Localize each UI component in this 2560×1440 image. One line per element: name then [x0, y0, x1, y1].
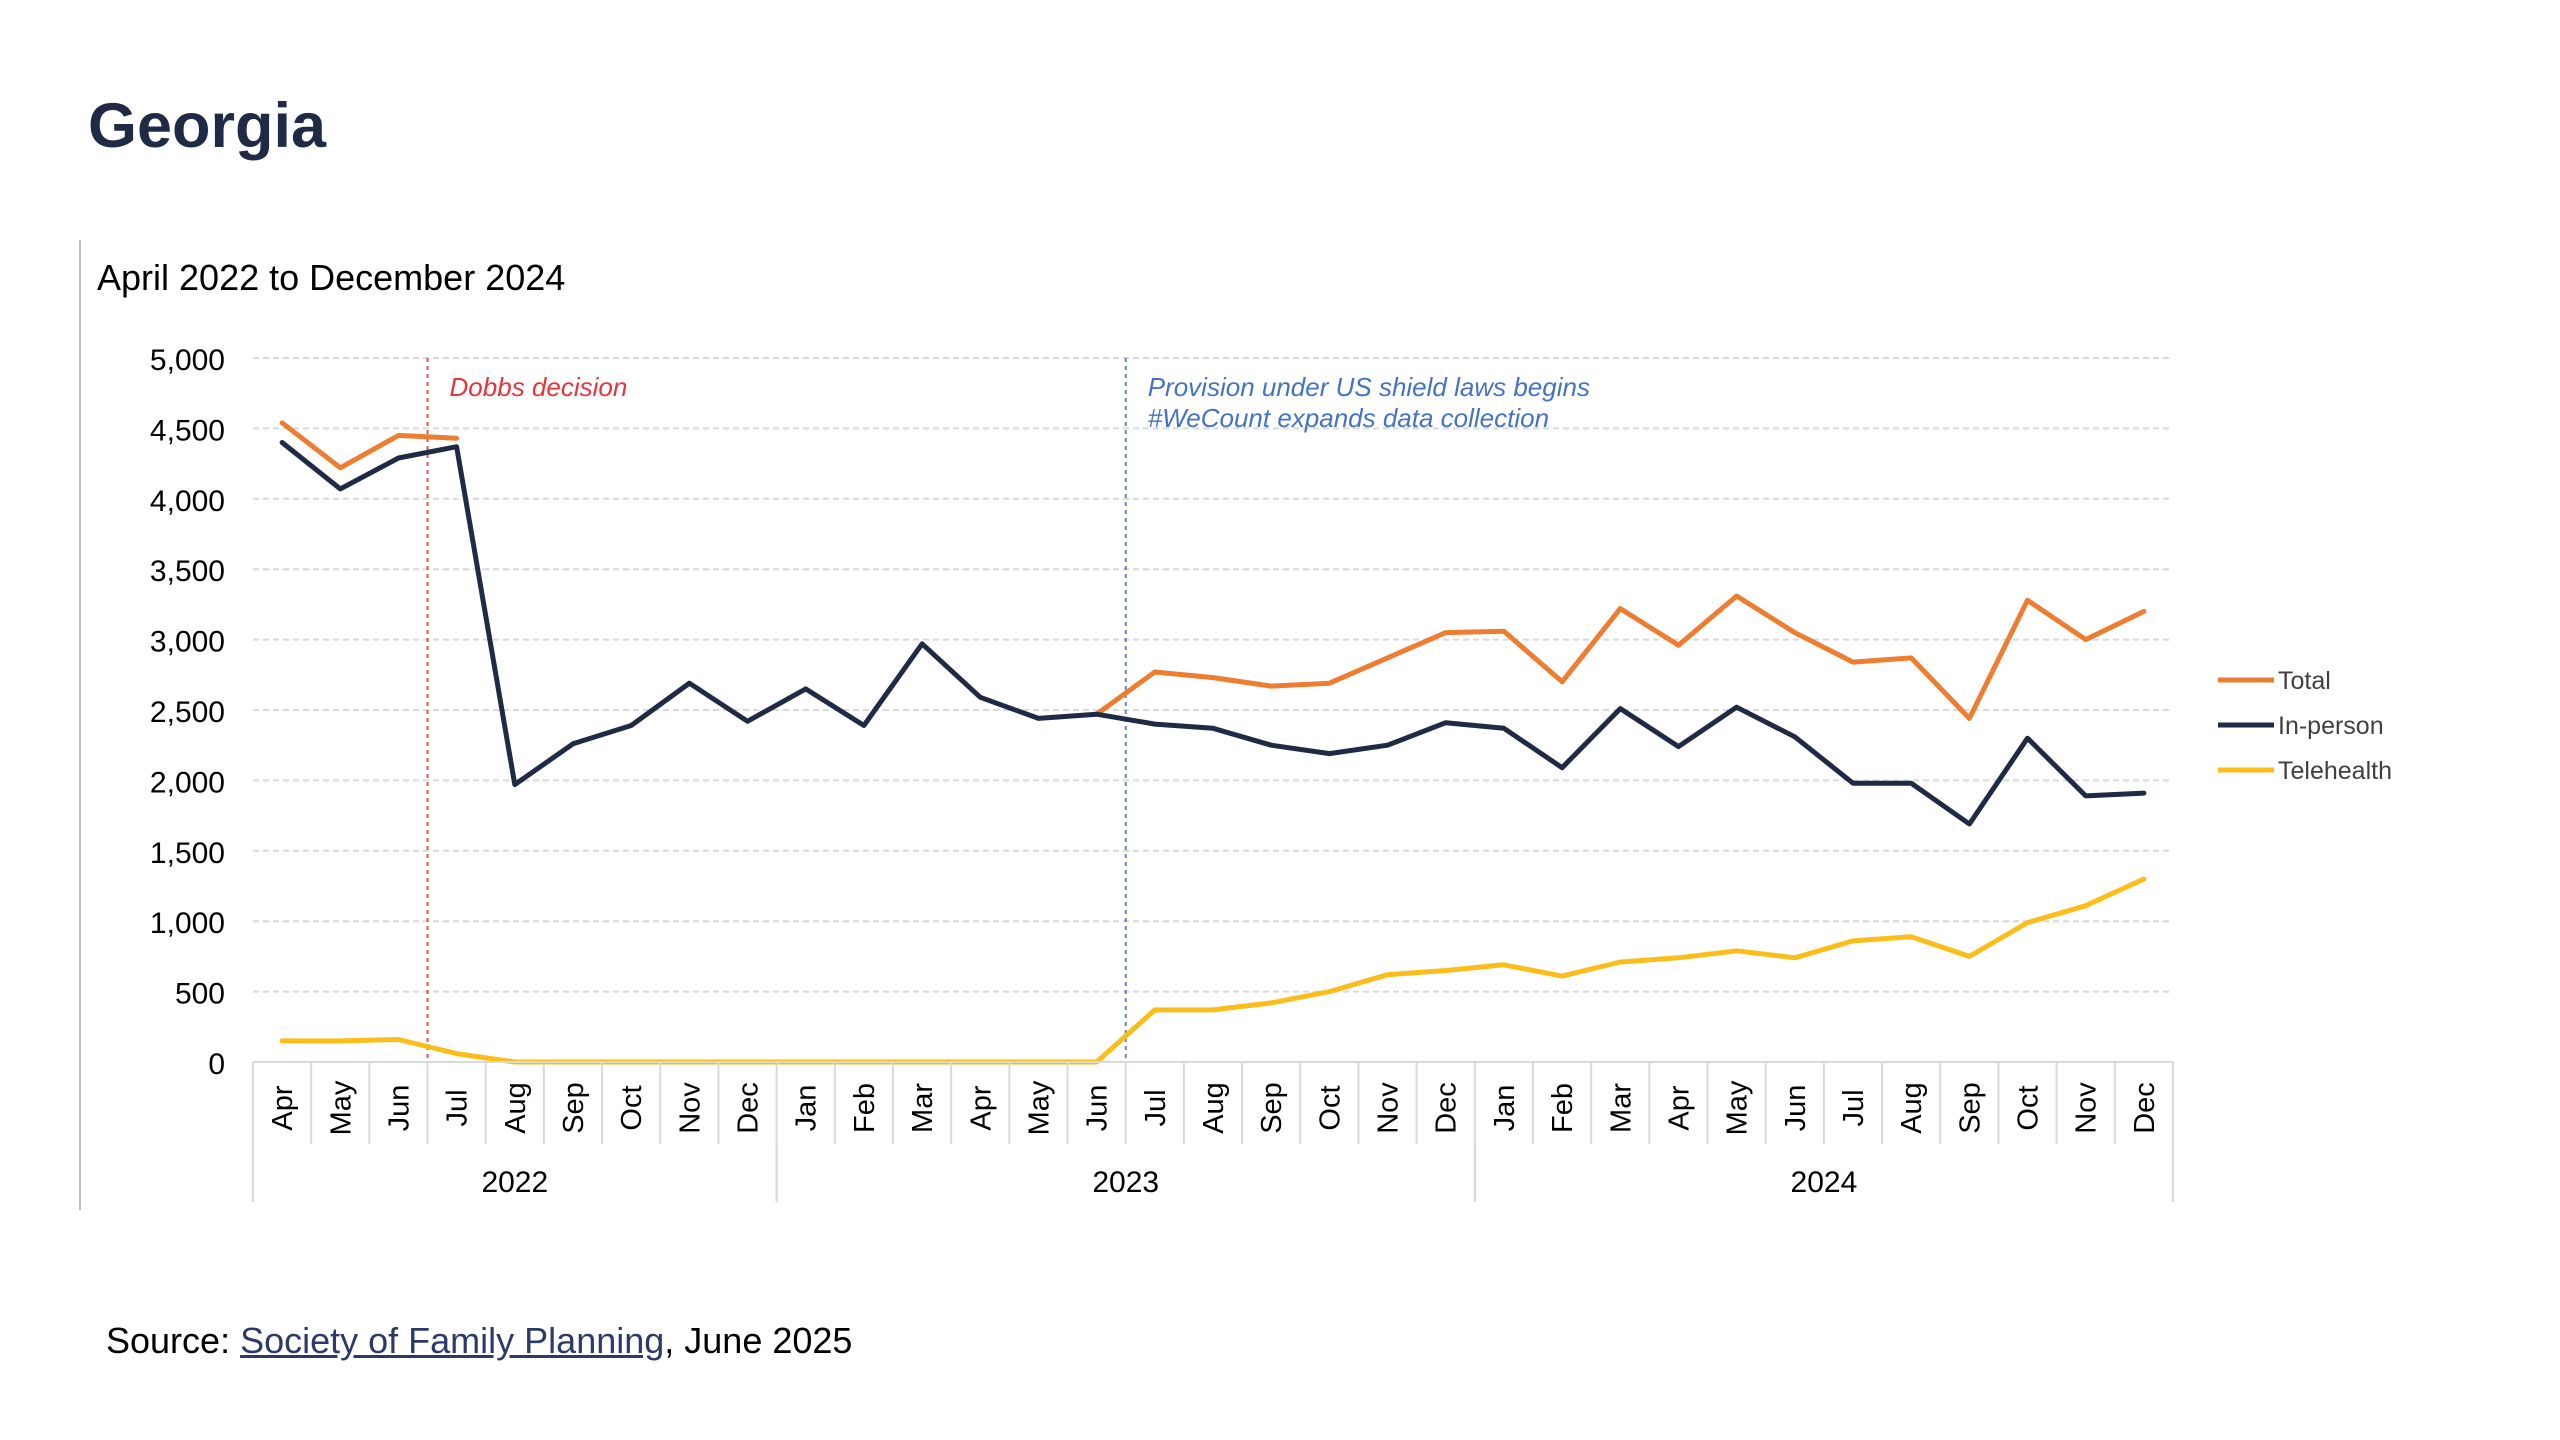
x-tick-label: Apr [1663, 1085, 1695, 1130]
x-tick-label: Dec [1431, 1082, 1463, 1134]
x-tick-label: Nov [1373, 1082, 1405, 1134]
source-prefix: Source: [106, 1320, 241, 1361]
x-tick-label: May [1023, 1080, 1055, 1135]
x-tick-label: Jul [442, 1089, 474, 1126]
y-tick-label: 500 [175, 978, 225, 1011]
grid-layer [253, 357, 2173, 993]
source-suffix: , June 2025 [664, 1320, 853, 1361]
annotation-text: Provision under US shield laws begins [1148, 372, 1590, 402]
x-tick-label: Dec [733, 1082, 765, 1134]
series-line-telehealth [279, 876, 2147, 1065]
y-tick-label: 1,000 [150, 907, 225, 940]
annotation-layer: Dobbs decision Provision under US shield … [426, 358, 1590, 1062]
x-tick-label: Jul [1838, 1089, 1870, 1126]
y-tick-label: 0 [208, 1048, 225, 1081]
x-tick-label: Aug [500, 1082, 532, 1134]
annotation-text: #WeCount expands data collection [1148, 403, 1549, 433]
annotation-text: Dobbs decision [450, 372, 628, 402]
x-tick-label: Sep [1954, 1082, 1986, 1134]
y-tick-label: 1,500 [150, 837, 225, 870]
x-tick-label: May [325, 1080, 357, 1135]
y-tick-label: 2,500 [150, 696, 225, 729]
x-tick-label: Nov [674, 1082, 706, 1134]
x-tick-label: Aug [1198, 1082, 1230, 1134]
series-line-in-person [279, 440, 2147, 827]
y-tick-label: 5,000 [150, 344, 225, 377]
source-line: Source: Society of Family Planning, June… [106, 1320, 852, 1362]
x-tick-label: Oct [616, 1085, 648, 1130]
source-link[interactable]: Society of Family Planning [240, 1320, 665, 1361]
series-layer [279, 420, 2147, 1065]
x-tick-label: May [1722, 1080, 1754, 1135]
x-tick-label: Oct [1314, 1085, 1346, 1130]
x-tick-label: Apr [965, 1085, 997, 1130]
x-tick-label: Feb [849, 1083, 881, 1133]
legend-label: Telehealth [2278, 757, 2392, 785]
x-tick-label: Mar [907, 1083, 939, 1133]
series-line-total [279, 420, 460, 471]
x-tick-label: Jan [791, 1085, 823, 1132]
y-tick-label: 4,500 [150, 414, 225, 447]
x-axis: Apr May Jun Jul Aug Sep Oct Nov Dec Jan Feb Mar Apr M… [252, 1061, 2174, 1202]
x-tick-label: Jul [1140, 1089, 1172, 1126]
page-title: Georgia [88, 91, 327, 161]
y-tick-label: 2,000 [150, 766, 225, 799]
x-tick-label: Aug [1896, 1082, 1928, 1134]
chart-subtitle: April 2022 to December 2024 [97, 257, 565, 298]
x-tick-label: Dec [2129, 1082, 2161, 1134]
x-tick-label: Jun [383, 1085, 415, 1132]
x-tick-label: Sep [1256, 1082, 1288, 1134]
y-tick-label: 3,000 [150, 626, 225, 659]
year-group-label: 2023 [1092, 1166, 1159, 1199]
x-tick-label: Jun [1780, 1085, 1812, 1132]
x-tick-label: Jan [1489, 1085, 1521, 1132]
y-tick-label: 4,000 [150, 485, 225, 518]
legend: Total In-person Telehealth [2218, 667, 2392, 785]
y-axis: 0 500 1,000 1,500 2,000 2,500 3,000 3,500 4,000 4… [150, 344, 225, 1081]
year-group-label: 2022 [481, 1166, 548, 1199]
x-tick-label: Nov [2071, 1082, 2103, 1134]
legend-label: In-person [2278, 712, 2384, 740]
x-tick-label: Mar [1605, 1083, 1637, 1133]
x-tick-label: Jun [1082, 1085, 1114, 1132]
x-tick-label: Oct [2013, 1085, 2045, 1130]
y-tick-label: 3,500 [150, 555, 225, 588]
series-line-total [1094, 593, 2147, 721]
x-tick-label: Apr [267, 1085, 299, 1130]
x-tick-label: Feb [1547, 1083, 1579, 1133]
legend-label: Total [2278, 667, 2331, 695]
x-tick-label: Sep [558, 1082, 590, 1134]
year-group-label: 2024 [1791, 1166, 1858, 1199]
